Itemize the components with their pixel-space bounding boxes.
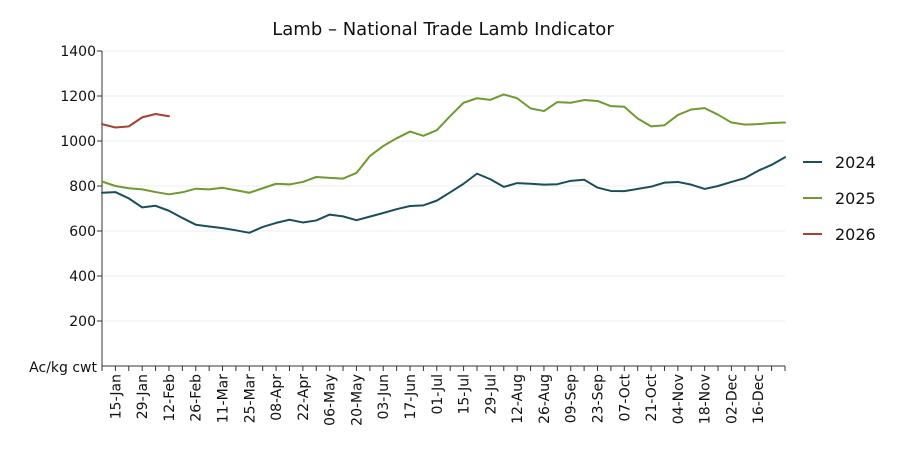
chart-title: Lamb – National Trade Lamb Indicator [272, 19, 614, 40]
y-axis-label: Ac/kg cwt [29, 360, 97, 376]
x-tick-label: 15-Jul [457, 374, 473, 415]
x-tick-label: 06-May [323, 374, 339, 426]
x-tick-label: 11-Mar [216, 374, 232, 424]
series-line-2026 [101, 113, 170, 129]
y-tick-label: 1000 [60, 134, 96, 150]
x-tick-label: 08-Apr [269, 374, 285, 421]
legend: 2024 2025 2026 [803, 153, 876, 244]
x-tick-label: 03-Jun [376, 374, 392, 420]
x-tick-label: 12-Feb [162, 374, 178, 422]
series-line-2024 [101, 156, 786, 234]
x-tick-label: 04-Nov [671, 374, 687, 424]
x-tick-label: 29-Jan [135, 374, 151, 419]
y-tick-label: 1200 [60, 89, 96, 105]
x-tick-label: 18-Nov [698, 374, 714, 424]
legend-label-2025: 2025 [835, 189, 876, 208]
x-tick-label: 16-Dec [751, 374, 767, 424]
legend-label-2024: 2024 [835, 153, 876, 172]
x-tick-label: 22-Apr [296, 374, 312, 421]
x-tick-label: 23-Sep [591, 374, 607, 423]
x-tick-label: 09-Sep [564, 374, 580, 423]
grid-layer [102, 50, 785, 322]
x-tick-label: 15-Jan [108, 374, 124, 419]
x-tick-label: 02-Dec [724, 374, 740, 424]
y-axis-ticks: 200 400 600 800 1000 1200 1400 [60, 44, 102, 330]
y-tick-label: 200 [69, 314, 96, 330]
x-tick-label: 12-Aug [510, 374, 526, 424]
x-tick-label: 26-Feb [189, 374, 205, 422]
x-tick-label: 26-Aug [537, 374, 553, 424]
x-tick-label: 07-Oct [617, 373, 633, 421]
x-tick-label: 17-Jun [403, 374, 419, 420]
y-tick-label: 400 [69, 269, 96, 285]
x-tick-label: 25-Mar [242, 374, 258, 424]
axes [101, 51, 785, 367]
x-tick-label: 21-Oct [644, 373, 660, 421]
x-tick-label: 29-Jul [483, 374, 499, 415]
series-layer [101, 93, 786, 234]
x-axis-ticks: 15-Jan 29-Jan 12-Feb 26-Feb 11-Mar 25-Mar 08-A… [101, 366, 786, 426]
y-tick-label: 1400 [60, 44, 96, 60]
x-tick-label: 20-May [349, 374, 365, 426]
legend-label-2026: 2026 [835, 225, 876, 244]
x-tick-label: 01-Jul [430, 374, 446, 415]
y-tick-label: 800 [69, 179, 96, 195]
series-line-2025 [101, 93, 786, 196]
y-tick-label: 600 [69, 224, 96, 240]
